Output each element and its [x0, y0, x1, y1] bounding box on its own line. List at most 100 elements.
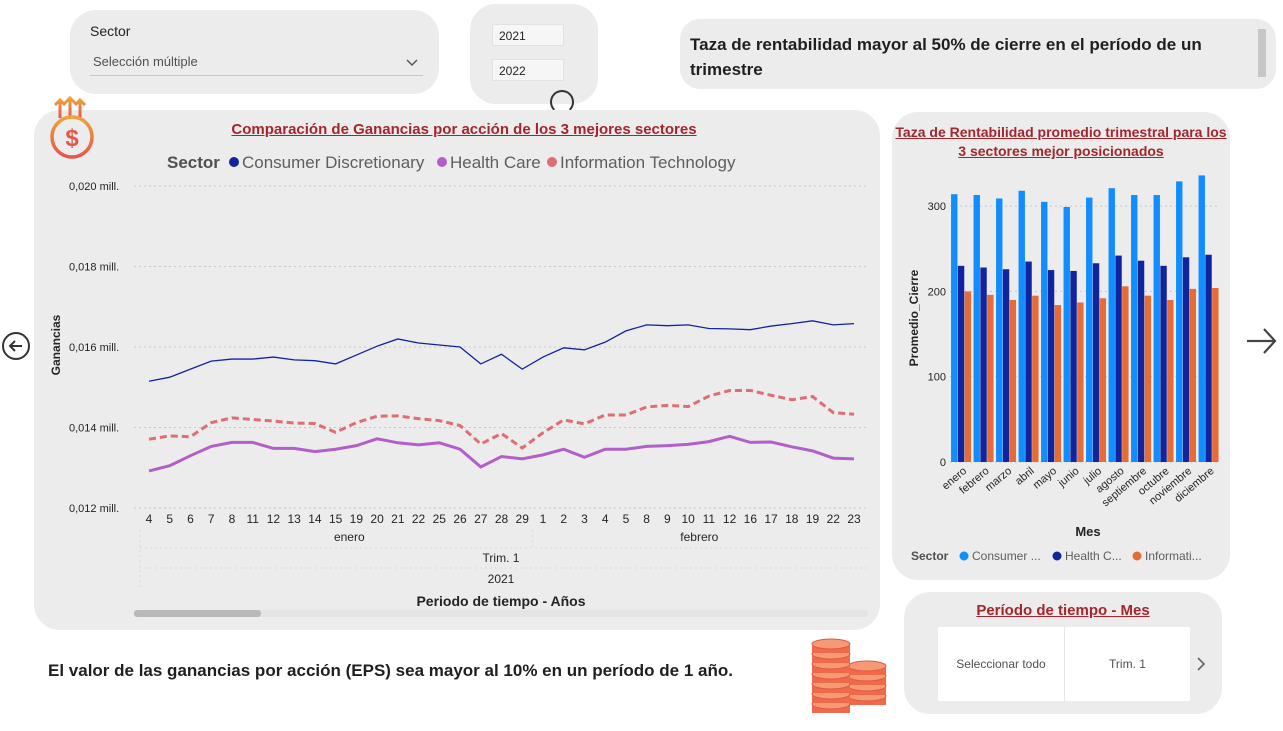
bar-diciembre[interactable]: [1198, 175, 1205, 462]
coin-stack-icon: [811, 638, 887, 713]
bar-junio[interactable]: [1070, 270, 1077, 462]
line-y-tick-label: 0,016 mill.: [69, 342, 119, 354]
line-x-year-label: 2021: [488, 572, 515, 586]
bar-marzo[interactable]: [1009, 299, 1017, 462]
period-slicer-title: Período de tiempo - Mes: [976, 602, 1150, 619]
headline-scrollbar[interactable]: [1258, 29, 1266, 77]
line-series-health-care[interactable]: [148, 434, 855, 473]
line-x-tick-label: 22: [827, 512, 841, 526]
rentabilidad-bar-chart-card: Taza de Rentabilidad promedio trimestral…: [892, 112, 1230, 580]
bar-legend-label[interactable]: Informati...: [1145, 549, 1202, 563]
bar-legend-marker: [1052, 551, 1062, 561]
bar-legend-label[interactable]: Consumer ...: [972, 549, 1041, 563]
bar-abril[interactable]: [1032, 295, 1039, 462]
line-legend-label[interactable]: Consumer Discretionary: [242, 153, 425, 172]
sector-filter-label: Sector: [90, 23, 131, 39]
line-x-tick-label: 19: [350, 512, 364, 526]
line-legend-label[interactable]: Information Technology: [560, 153, 736, 172]
dollar-growth-icon: $: [50, 96, 94, 159]
bar-julio[interactable]: [1099, 298, 1107, 462]
chevron-right-icon[interactable]: [1194, 656, 1208, 672]
bar-octubre[interactable]: [1167, 299, 1174, 462]
period-slicer: Seleccionar todo Trim. 1: [938, 627, 1190, 701]
line-legend-label[interactable]: Health Care: [450, 153, 541, 172]
bar-diciembre[interactable]: [1205, 254, 1212, 462]
coin-top: [811, 638, 851, 650]
bar-x-tick-label: junio: [1055, 465, 1081, 490]
bar-noviembre[interactable]: [1176, 181, 1183, 462]
line-x-tick-label: 17: [764, 512, 778, 526]
bar-febrero[interactable]: [980, 267, 987, 462]
sector-dropdown[interactable]: Selección múltiple: [90, 49, 423, 76]
coin-top: [847, 660, 887, 672]
year-option-2021[interactable]: 2021: [492, 24, 564, 46]
nav-left-icon[interactable]: [1, 331, 33, 363]
chart-scrollbar-thumb[interactable]: [134, 610, 261, 617]
sector-dropdown-value: Selección múltiple: [93, 54, 198, 69]
bar-febrero[interactable]: [987, 294, 994, 462]
nav-right-icon[interactable]: [1244, 324, 1278, 358]
bar-julio[interactable]: [1086, 197, 1093, 462]
bar-x-axis-title: Mes: [1075, 524, 1100, 539]
line-x-tick-label: 27: [474, 512, 488, 526]
bar-marzo[interactable]: [1002, 269, 1010, 462]
line-x-tick-label: 14: [308, 512, 322, 526]
bar-agosto[interactable]: [1115, 255, 1122, 462]
eps-line-chart-card: Comparación de Ganancias por acción de l…: [34, 110, 880, 630]
bar-mayo[interactable]: [1047, 270, 1055, 462]
bar-junio[interactable]: [1077, 302, 1084, 463]
bar-abril[interactable]: [1025, 261, 1032, 462]
bar-legend-label[interactable]: Health C...: [1065, 549, 1122, 563]
bar-julio[interactable]: [1092, 263, 1100, 462]
bar-octubre[interactable]: [1153, 195, 1160, 462]
bar-marzo[interactable]: [996, 198, 1003, 463]
line-x-tick-label: 5: [623, 512, 630, 526]
line-x-axis-title: Periodo de tiempo - Años: [416, 593, 585, 609]
line-x-tick-label: 26: [453, 512, 467, 526]
bar-abril[interactable]: [1018, 190, 1025, 462]
bar-enero[interactable]: [951, 194, 958, 463]
bar-febrero[interactable]: [973, 195, 980, 462]
eps-goal-text: El valor de las ganancias por acción (EP…: [48, 661, 733, 680]
line-x-tick-label: 20: [370, 512, 384, 526]
bar-enero[interactable]: [957, 265, 965, 462]
line-legend-marker: [437, 157, 447, 167]
line-x-tick-label: 12: [723, 512, 737, 526]
sector-filter-card: Sector Selección múltiple: [70, 10, 439, 94]
line-y-axis-title: Ganancias: [49, 314, 63, 375]
period-slicer-card: Período de tiempo - Mes Seleccionar todo…: [904, 592, 1222, 714]
bar-septiembre[interactable]: [1131, 195, 1138, 462]
bar-mayo[interactable]: [1041, 201, 1048, 462]
line-y-tick-label: 0,018 mill.: [69, 262, 119, 274]
line-y-tick-label: 0,012 mill.: [69, 503, 119, 515]
line-x-tick-label: 22: [412, 512, 426, 526]
chevron-down-icon: [406, 59, 418, 66]
bar-x-tick-label: marzo: [983, 465, 1014, 494]
bar-junio[interactable]: [1063, 206, 1070, 462]
line-x-tick-label: 28: [495, 512, 509, 526]
year-option-2022[interactable]: 2022: [492, 59, 564, 81]
bar-mayo[interactable]: [1054, 305, 1062, 462]
line-series-consumer-discretionary[interactable]: [148, 320, 855, 382]
bar-septiembre[interactable]: [1144, 295, 1152, 462]
line-x-tick-label: 8: [229, 512, 236, 526]
bar-enero[interactable]: [964, 291, 972, 462]
bar-septiembre[interactable]: [1137, 260, 1145, 462]
line-x-tick-label: 10: [681, 512, 695, 526]
line-x-tick-label: 5: [166, 512, 173, 526]
bar-legend-marker: [1132, 551, 1142, 561]
line-x-tick-label: 29: [516, 512, 530, 526]
bar-octubre[interactable]: [1160, 265, 1167, 462]
line-x-tick-label: 6: [187, 512, 194, 526]
period-option-trim-1[interactable]: Trim. 1: [1109, 657, 1146, 671]
bar-agosto[interactable]: [1122, 286, 1129, 462]
line-series-information-technology[interactable]: [148, 388, 855, 450]
bar-diciembre[interactable]: [1212, 288, 1219, 462]
bar-noviembre[interactable]: [1182, 257, 1190, 462]
bar-noviembre[interactable]: [1189, 288, 1197, 462]
line-y-tick-label: 0,014 mill.: [69, 423, 119, 435]
line-x-tick-label: 7: [208, 512, 215, 526]
period-option-select-all[interactable]: Seleccionar todo: [938, 627, 1065, 701]
bar-agosto[interactable]: [1108, 188, 1115, 462]
chart-scrollbar-track[interactable]: [134, 610, 868, 617]
